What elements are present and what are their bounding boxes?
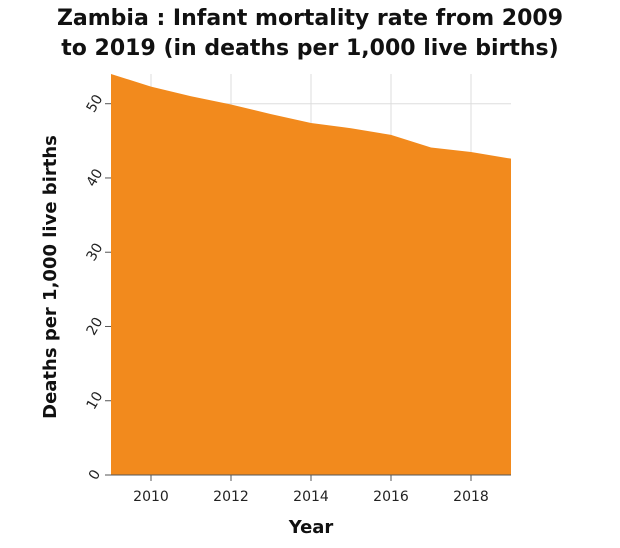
chart-title: Zambia : Infant mortality rate from 2009… bbox=[0, 4, 620, 64]
area-layer bbox=[110, 73, 512, 475]
y-tick-label: 50 bbox=[84, 92, 107, 115]
y-tick-label: 10 bbox=[84, 389, 107, 412]
y-tick-label: 40 bbox=[84, 166, 107, 189]
x-tick-label: 2010 bbox=[133, 489, 169, 505]
x-tick-label: 2018 bbox=[453, 489, 489, 505]
x-axis-label: Year bbox=[288, 517, 334, 538]
x-tick-label: 2014 bbox=[293, 489, 329, 505]
x-tick-label: 2016 bbox=[373, 489, 409, 505]
y-tick-label: 20 bbox=[84, 315, 107, 338]
x-axis: 2010 2012 2014 2016 2018 bbox=[111, 474, 511, 505]
y-axis: 0 10 20 30 40 50 bbox=[84, 92, 111, 483]
area-series bbox=[111, 74, 511, 475]
chart-title-line-1: Zambia : Infant mortality rate from 2009 bbox=[56, 6, 564, 31]
y-tick-label: 30 bbox=[84, 241, 107, 264]
x-tick-label: 2012 bbox=[213, 489, 249, 505]
y-axis-label: Deaths per 1,000 live births bbox=[40, 135, 61, 419]
chart-title-line-2: to 2019 (in deaths per 1,000 live births… bbox=[61, 36, 559, 61]
y-tick-label: 0 bbox=[86, 467, 104, 483]
